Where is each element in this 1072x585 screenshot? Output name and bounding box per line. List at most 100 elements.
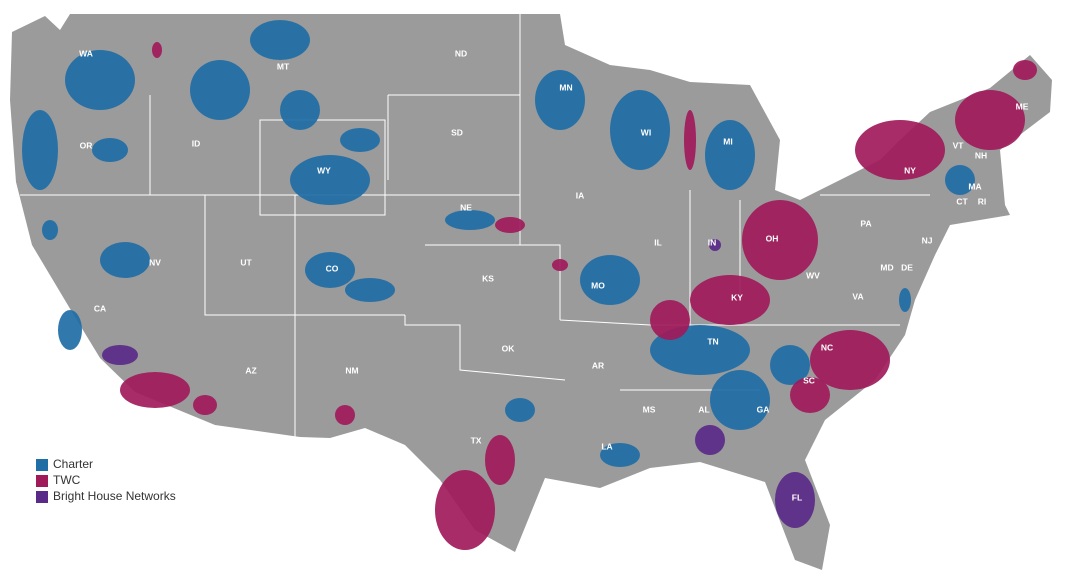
state-label: IA bbox=[576, 190, 585, 200]
coverage-area bbox=[580, 255, 640, 305]
state-label: GA bbox=[757, 404, 770, 414]
coverage-area bbox=[152, 42, 162, 58]
coverage-area bbox=[92, 138, 128, 162]
state-label: AL bbox=[698, 404, 709, 414]
state-label: CA bbox=[94, 303, 106, 313]
coverage-area bbox=[709, 239, 721, 251]
state-label: WA bbox=[79, 48, 93, 58]
legend-label: Bright House Networks bbox=[53, 489, 176, 503]
state-label: KY bbox=[731, 292, 743, 302]
coverage-area bbox=[22, 110, 58, 190]
legend: Charter TWC Bright House Networks bbox=[36, 457, 176, 503]
state-label: AZ bbox=[245, 365, 256, 375]
state-label: KS bbox=[482, 273, 494, 283]
coverage-area bbox=[290, 155, 370, 205]
coverage-area bbox=[1013, 60, 1037, 80]
state-label: NH bbox=[975, 150, 987, 160]
coverage-area bbox=[695, 425, 725, 455]
coverage-area bbox=[305, 252, 355, 288]
legend-swatch bbox=[36, 491, 48, 503]
state-label: AR bbox=[592, 360, 604, 370]
legend-label: TWC bbox=[53, 473, 81, 487]
legend-label: Charter bbox=[53, 457, 93, 471]
state-label: UT bbox=[240, 257, 252, 267]
coverage-area bbox=[810, 330, 890, 390]
state-label: WI bbox=[641, 127, 651, 137]
state-label: OR bbox=[80, 140, 93, 150]
state-label: MI bbox=[723, 136, 732, 146]
state-label: ID bbox=[192, 138, 201, 148]
coverage-area bbox=[345, 278, 395, 302]
state-label: NV bbox=[149, 257, 161, 267]
state-label: SD bbox=[451, 127, 463, 137]
state-label: SC bbox=[803, 375, 815, 385]
state-label: OH bbox=[766, 233, 779, 243]
state-label: MT bbox=[277, 61, 290, 71]
state-label: MS bbox=[643, 404, 656, 414]
coverage-area bbox=[65, 50, 135, 110]
state-label: VA bbox=[852, 291, 863, 301]
state-label: FL bbox=[792, 492, 802, 502]
state-label: WV bbox=[806, 270, 820, 280]
coverage-area bbox=[193, 395, 217, 415]
coverage-area bbox=[650, 300, 690, 340]
coverage-area bbox=[705, 120, 755, 190]
state-label: LA bbox=[601, 441, 612, 451]
coverage-area bbox=[42, 220, 58, 240]
state-label: NE bbox=[460, 202, 472, 212]
state-label: NY bbox=[904, 165, 916, 175]
coverage-areas bbox=[22, 20, 1037, 550]
state-label: NJ bbox=[922, 235, 933, 245]
state-label: DE bbox=[901, 262, 913, 272]
state-label: CO bbox=[326, 263, 339, 273]
coverage-area bbox=[690, 275, 770, 325]
coverage-area bbox=[710, 370, 770, 430]
coverage-area bbox=[770, 345, 810, 385]
state-label: VT bbox=[953, 140, 965, 150]
coverage-area bbox=[120, 372, 190, 408]
coverage-area bbox=[280, 90, 320, 130]
coverage-area bbox=[742, 200, 818, 280]
coverage-area bbox=[340, 128, 380, 152]
state-label: CT bbox=[956, 196, 968, 206]
state-labels: WA OR CA NV ID MT WY UT AZ CO NM ND SD NE KS OK TX MN IA MO… bbox=[79, 48, 1029, 502]
coverage-area bbox=[505, 398, 535, 422]
us-land bbox=[10, 14, 1052, 570]
coverage-area bbox=[955, 90, 1025, 150]
coverage-area bbox=[610, 90, 670, 170]
coverage-area bbox=[100, 242, 150, 278]
state-label: TN bbox=[707, 336, 718, 346]
coverage-area bbox=[335, 405, 355, 425]
coverage-area bbox=[855, 120, 945, 180]
coverage-area bbox=[190, 60, 250, 120]
state-label: IN bbox=[708, 237, 717, 247]
state-label: IL bbox=[654, 237, 662, 247]
coverage-area bbox=[899, 288, 911, 312]
coverage-area bbox=[552, 259, 568, 271]
coverage-area bbox=[250, 20, 310, 60]
state-label: TX bbox=[471, 435, 482, 445]
coverage-area bbox=[535, 70, 585, 130]
coverage-area bbox=[435, 470, 495, 550]
state-label: MO bbox=[591, 280, 605, 290]
coverage-area bbox=[58, 310, 82, 350]
coverage-area bbox=[495, 217, 525, 233]
coverage-area bbox=[790, 377, 830, 413]
state-label: NM bbox=[345, 365, 358, 375]
state-label: ND bbox=[455, 48, 467, 58]
coverage-area bbox=[485, 435, 515, 485]
state-label: PA bbox=[860, 218, 871, 228]
coverage-area bbox=[684, 110, 696, 170]
state-label: RI bbox=[978, 196, 987, 206]
coverage-area bbox=[102, 345, 138, 365]
coverage-area bbox=[445, 210, 495, 230]
legend-swatch bbox=[36, 459, 48, 471]
state-label: OK bbox=[502, 343, 516, 353]
state-label: MD bbox=[880, 262, 893, 272]
coverage-area bbox=[600, 443, 640, 467]
legend-swatch bbox=[36, 475, 48, 487]
state-label: ME bbox=[1016, 101, 1029, 111]
coverage-area bbox=[945, 165, 975, 195]
state-label: MN bbox=[559, 82, 572, 92]
